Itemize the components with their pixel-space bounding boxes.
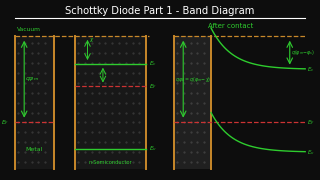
Text: $E_F$: $E_F$ [307, 118, 315, 127]
Bar [75, 36, 146, 169]
Text: After contact: After contact [208, 23, 254, 29]
Text: $E_v$: $E_v$ [307, 148, 315, 157]
Text: $q(\varphi_m\!-\!\varphi_s)$: $q(\varphi_m\!-\!\varphi_s)$ [291, 48, 316, 57]
Text: $E_F$: $E_F$ [1, 118, 9, 127]
Text: $q\varphi_B=q(\varphi_m\!-\!\chi)$: $q\varphi_B=q(\varphi_m\!-\!\chi)$ [175, 75, 212, 84]
Text: $q\varphi_m$: $q\varphi_m$ [25, 75, 39, 83]
Text: $E_v$: $E_v$ [148, 144, 157, 153]
Bar [15, 36, 53, 169]
Text: $E_c$: $E_c$ [307, 65, 314, 74]
Text: n-Semiconductor: n-Semiconductor [89, 159, 132, 165]
Text: $E_c$: $E_c$ [148, 59, 156, 68]
Text: $E_F$: $E_F$ [148, 82, 157, 91]
Text: $\chi$: $\chi$ [89, 36, 95, 44]
Bar [174, 36, 211, 169]
Text: Metal: Metal [26, 147, 43, 152]
Text: Schottky Diode Part 1 - Band Diagram: Schottky Diode Part 1 - Band Diagram [65, 6, 255, 16]
Text: Vacuum: Vacuum [16, 27, 40, 32]
